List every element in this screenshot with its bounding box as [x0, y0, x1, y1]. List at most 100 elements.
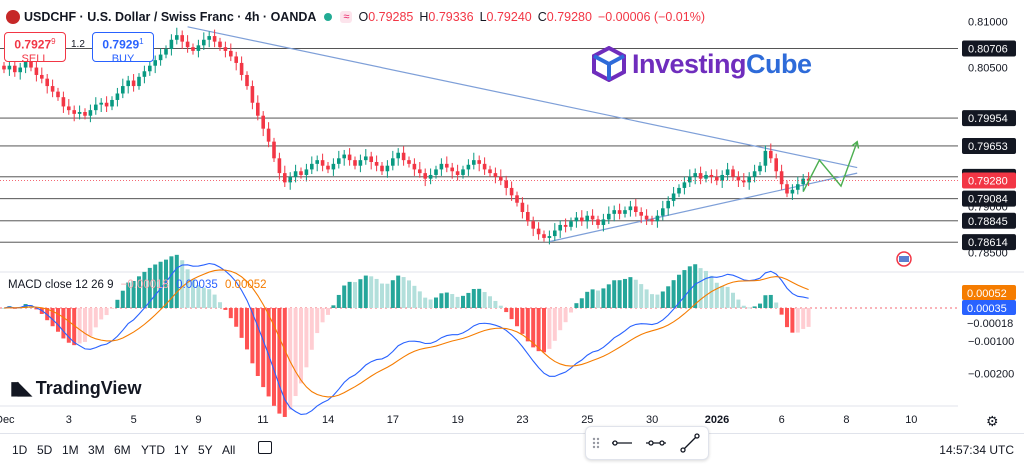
candle[interactable]: [40, 74, 44, 79]
timeframe-1d[interactable]: 1D: [12, 443, 28, 457]
candle[interactable]: [439, 163, 444, 170]
timeframe-1m[interactable]: 1M: [62, 443, 79, 457]
candle[interactable]: [455, 171, 460, 175]
candle[interactable]: [23, 62, 28, 68]
candle[interactable]: [229, 50, 233, 57]
candle[interactable]: [331, 163, 336, 170]
candle[interactable]: [153, 60, 157, 66]
candle[interactable]: [644, 215, 649, 220]
candle[interactable]: [131, 80, 136, 87]
candle[interactable]: [693, 173, 697, 177]
candle[interactable]: [72, 110, 76, 114]
candle[interactable]: [94, 104, 98, 111]
candle[interactable]: [7, 65, 12, 70]
candle[interactable]: [99, 102, 103, 105]
price-level-tag[interactable]: [962, 137, 1016, 154]
candle[interactable]: [137, 76, 141, 87]
timeframe-5d[interactable]: 5D: [37, 443, 53, 457]
candle[interactable]: [245, 74, 249, 87]
candle[interactable]: [688, 176, 692, 183]
candle[interactable]: [164, 49, 168, 55]
candle[interactable]: [536, 228, 541, 235]
candle[interactable]: [234, 56, 238, 63]
chart-canvas[interactable]: 0.810000.805000.790000.785000.807060.799…: [0, 0, 1024, 433]
candle[interactable]: [563, 224, 568, 227]
candle[interactable]: [364, 156, 368, 161]
candle[interactable]: [391, 158, 395, 166]
candle[interactable]: [418, 169, 422, 174]
candle[interactable]: [774, 158, 778, 172]
candle[interactable]: [542, 234, 546, 238]
candle[interactable]: [29, 62, 33, 68]
candle[interactable]: [639, 212, 643, 216]
candle[interactable]: [353, 160, 357, 166]
candle[interactable]: [725, 169, 730, 175]
candle[interactable]: [407, 160, 411, 164]
candle[interactable]: [202, 39, 206, 46]
timeframe-1y[interactable]: 1Y: [174, 443, 189, 457]
candle[interactable]: [509, 187, 514, 196]
candle[interactable]: [304, 169, 309, 175]
trend-line-icon[interactable]: [680, 433, 700, 453]
candle[interactable]: [126, 80, 130, 87]
candle[interactable]: [590, 215, 595, 220]
candle[interactable]: [61, 97, 66, 107]
candle[interactable]: [239, 62, 244, 75]
candle[interactable]: [709, 174, 714, 177]
timeframe-3m[interactable]: 3M: [88, 443, 105, 457]
candle[interactable]: [261, 115, 265, 129]
candle[interactable]: [682, 182, 687, 188]
macd-signal-line[interactable]: [3, 269, 809, 398]
candle[interactable]: [266, 128, 271, 142]
candle[interactable]: [293, 171, 298, 177]
candle[interactable]: [482, 163, 487, 170]
candle[interactable]: [277, 158, 282, 174]
price-level-tag[interactable]: [962, 110, 1016, 127]
symbol-title[interactable]: USDCHF · U.S. Dollar / Swiss Franc · 4h …: [24, 10, 317, 24]
trendline-upper[interactable]: [187, 26, 858, 169]
candle[interactable]: [612, 210, 616, 214]
calendar-icon[interactable]: [258, 441, 272, 454]
candle[interactable]: [574, 217, 579, 222]
candle[interactable]: [110, 99, 114, 107]
candle[interactable]: [531, 221, 535, 229]
candle[interactable]: [347, 154, 352, 161]
candle[interactable]: [207, 36, 211, 40]
candle[interactable]: [677, 187, 681, 194]
candle[interactable]: [499, 176, 503, 181]
candle[interactable]: [115, 93, 120, 100]
current-price-tag[interactable]: [962, 172, 1016, 189]
candle[interactable]: [158, 54, 163, 61]
settings-gear-icon[interactable]: ⚙: [986, 413, 999, 429]
candle[interactable]: [50, 86, 55, 92]
candle[interactable]: [369, 156, 373, 162]
candle[interactable]: [650, 219, 654, 222]
candle[interactable]: [288, 176, 292, 183]
timeframe-5y[interactable]: 5Y: [198, 443, 213, 457]
candle[interactable]: [342, 154, 346, 159]
candle[interactable]: [628, 206, 633, 211]
candle[interactable]: [763, 150, 768, 166]
candle[interactable]: [704, 174, 708, 179]
candle[interactable]: [250, 86, 255, 103]
sell-button[interactable]: 0.79279 SELL: [4, 32, 66, 65]
candle[interactable]: [412, 163, 417, 170]
candle[interactable]: [526, 212, 530, 222]
price-level-tag[interactable]: [962, 212, 1016, 229]
candle[interactable]: [18, 67, 22, 73]
candle[interactable]: [747, 176, 751, 183]
timeframe-all[interactable]: All: [222, 443, 236, 457]
candle[interactable]: [358, 160, 363, 166]
candle[interactable]: [380, 165, 384, 172]
candle[interactable]: [461, 169, 465, 175]
candle[interactable]: [596, 219, 600, 225]
candle[interactable]: [769, 150, 773, 159]
candle[interactable]: [191, 47, 195, 51]
candle[interactable]: [796, 184, 800, 190]
trendline-lower[interactable]: [549, 172, 858, 243]
macd-line[interactable]: [3, 262, 809, 416]
candle[interactable]: [607, 213, 611, 220]
candle[interactable]: [121, 86, 125, 94]
candle[interactable]: [661, 208, 665, 216]
candle[interactable]: [493, 173, 498, 177]
